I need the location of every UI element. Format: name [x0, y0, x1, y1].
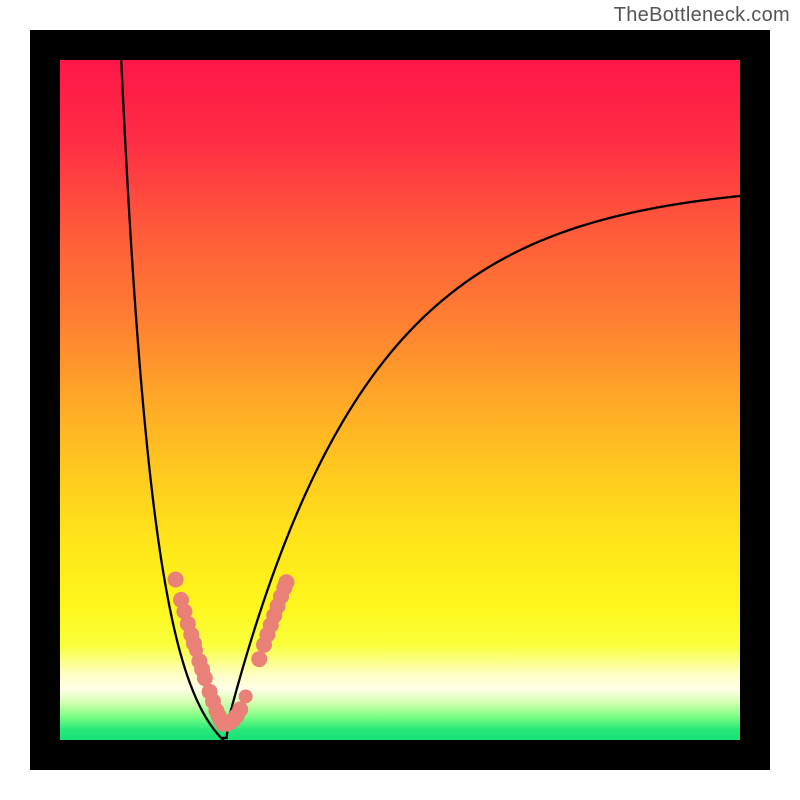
watermark-text: TheBottleneck.com — [614, 4, 790, 27]
data-marker — [197, 670, 213, 686]
data-marker — [278, 574, 294, 590]
chart-svg — [0, 0, 800, 800]
data-marker — [239, 689, 253, 703]
plot-background — [60, 60, 740, 740]
chart-container: TheBottleneck.com — [0, 0, 800, 800]
data-marker — [168, 572, 184, 588]
data-marker — [251, 651, 267, 667]
data-marker — [232, 701, 248, 717]
